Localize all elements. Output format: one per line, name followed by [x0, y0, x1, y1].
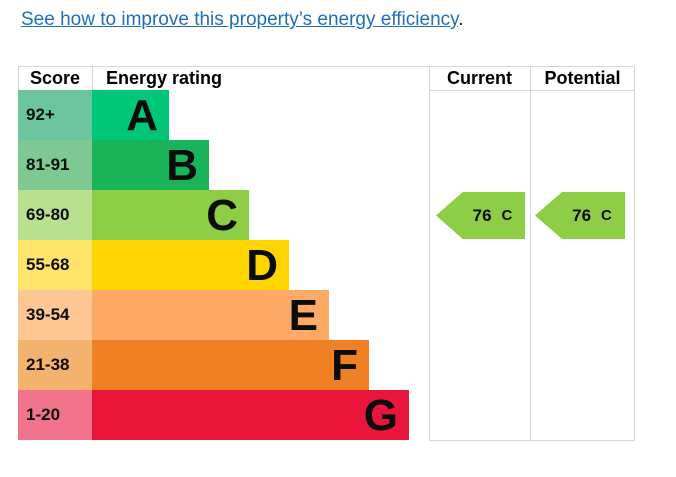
chart-bottom-border — [429, 440, 635, 441]
band-score: 92+ — [18, 90, 92, 140]
potential-rating-letter: C — [601, 207, 612, 224]
improve-efficiency-link[interactable]: See how to improve this property’s energ… — [21, 9, 459, 30]
band-score: 1-20 — [18, 390, 92, 440]
band-row-e: 39-54 E — [18, 290, 429, 340]
header-current: Current — [446, 68, 512, 88]
band-bar: D — [92, 240, 289, 290]
epc-rating-chart: Score Energy rating Current Potential 92… — [18, 66, 635, 441]
band-score: 39-54 — [18, 290, 92, 340]
band-bar: G — [92, 390, 409, 440]
current-rating-letter: C — [501, 207, 513, 224]
score-rating-divider — [92, 66, 93, 90]
band-row-a: 92+ A — [18, 90, 429, 140]
potential-rating-value: 76 — [572, 205, 592, 225]
header-potential: Potential — [544, 68, 621, 88]
band-bar: E — [92, 290, 329, 340]
band-score: 69-80 — [18, 190, 92, 240]
header-score: Score — [29, 68, 81, 88]
link-period: . — [458, 9, 464, 30]
band-score: 81-91 — [18, 140, 92, 190]
band-score: 21-38 — [18, 340, 92, 390]
band-row-b: 81-91 B — [18, 140, 429, 190]
improve-efficiency-line: See how to improve this property’s energ… — [21, 8, 464, 32]
header-energy-rating: Energy rating — [106, 68, 223, 88]
band-score: 55-68 — [18, 240, 92, 290]
current-column-left-border — [429, 66, 430, 441]
potential-rating-arrow: 76 C — [535, 192, 625, 239]
current-rating-value: 76 — [472, 205, 492, 225]
chart-right-border — [634, 66, 635, 441]
band-row-f: 21-38 F — [18, 340, 429, 390]
band-bar: C — [92, 190, 249, 240]
header-bottom-border — [429, 90, 635, 91]
band-row-d: 55-68 D — [18, 240, 429, 290]
band-bar: F — [92, 340, 369, 390]
chart-top-border — [18, 66, 635, 67]
current-potential-divider — [530, 66, 531, 441]
band-row-c: 69-80 C — [18, 190, 429, 240]
band-row-g: 1-20 G — [18, 390, 429, 440]
current-rating-arrow: 76 C — [436, 192, 525, 239]
band-bar: B — [92, 140, 209, 190]
header-left-border — [18, 66, 19, 90]
band-bar: A — [92, 90, 169, 140]
